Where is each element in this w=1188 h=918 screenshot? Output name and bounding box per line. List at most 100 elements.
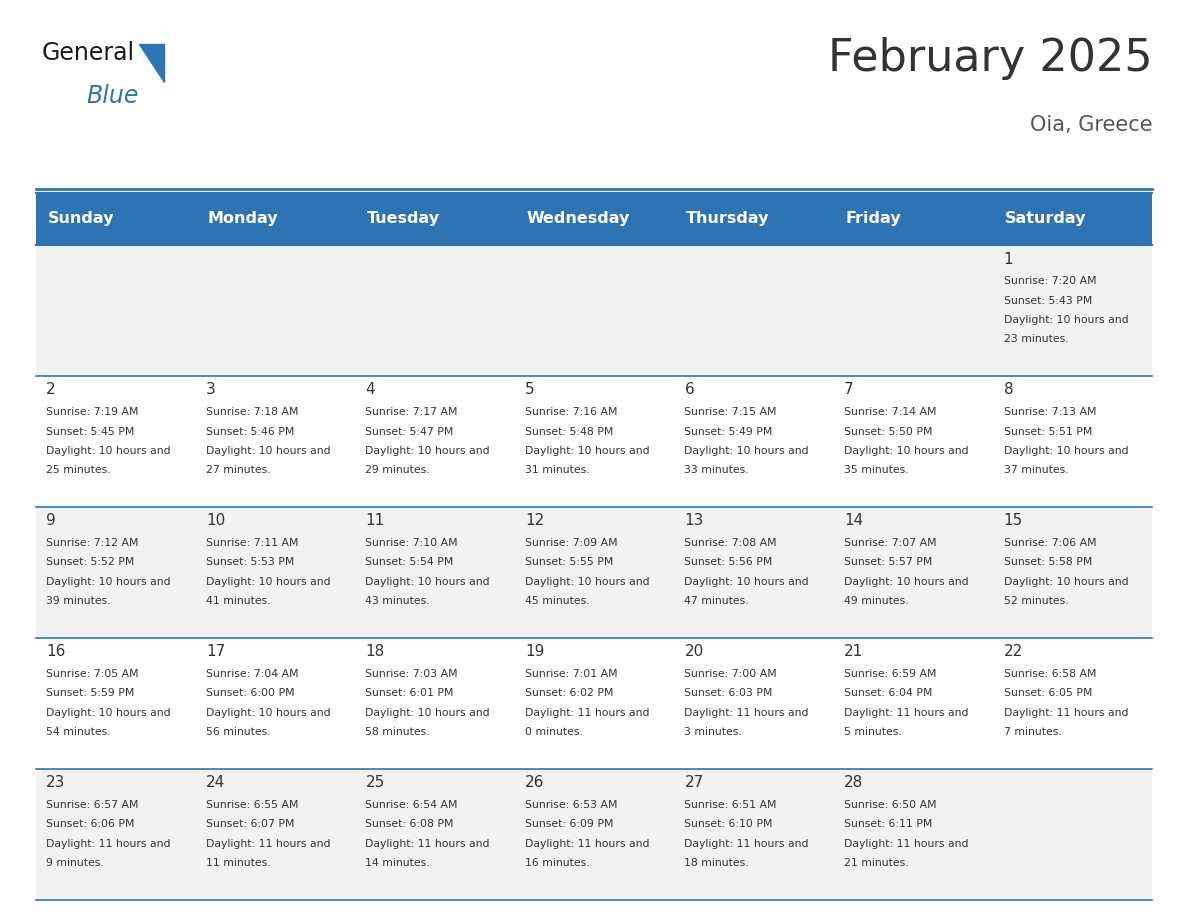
Bar: [36, 638, 1152, 768]
Text: 25: 25: [366, 775, 385, 790]
Text: Wednesday: Wednesday: [526, 211, 630, 227]
Text: Daylight: 11 hours and: Daylight: 11 hours and: [366, 838, 489, 848]
Text: Daylight: 10 hours and: Daylight: 10 hours and: [206, 446, 330, 455]
Text: Sunrise: 7:04 AM: Sunrise: 7:04 AM: [206, 669, 298, 679]
Text: 58 minutes.: 58 minutes.: [366, 727, 430, 737]
Text: Sunset: 5:45 PM: Sunset: 5:45 PM: [46, 427, 134, 436]
Text: Daylight: 11 hours and: Daylight: 11 hours and: [843, 838, 968, 848]
Text: Daylight: 10 hours and: Daylight: 10 hours and: [525, 577, 650, 587]
Text: Sunset: 5:50 PM: Sunset: 5:50 PM: [843, 427, 933, 436]
Text: Sunrise: 7:11 AM: Sunrise: 7:11 AM: [206, 538, 298, 548]
Text: Sunrise: 6:57 AM: Sunrise: 6:57 AM: [46, 800, 139, 810]
Text: Sunset: 5:57 PM: Sunset: 5:57 PM: [843, 557, 933, 567]
Text: 5 minutes.: 5 minutes.: [843, 727, 902, 737]
Text: 3: 3: [206, 383, 215, 397]
Bar: [36, 768, 1152, 900]
Bar: [36, 507, 1152, 638]
Text: 7: 7: [843, 383, 854, 397]
Text: Sunset: 6:04 PM: Sunset: 6:04 PM: [843, 688, 933, 699]
Text: Daylight: 10 hours and: Daylight: 10 hours and: [366, 577, 489, 587]
Text: 20: 20: [684, 644, 703, 659]
Text: Sunrise: 7:14 AM: Sunrise: 7:14 AM: [843, 408, 936, 417]
Text: Sunset: 6:11 PM: Sunset: 6:11 PM: [843, 819, 933, 829]
Text: 4: 4: [366, 383, 375, 397]
Text: 9: 9: [46, 513, 56, 529]
Text: 54 minutes.: 54 minutes.: [46, 727, 110, 737]
Text: Daylight: 10 hours and: Daylight: 10 hours and: [206, 708, 330, 718]
Text: 17: 17: [206, 644, 225, 659]
Text: 52 minutes.: 52 minutes.: [1004, 596, 1068, 606]
Text: Sunset: 5:54 PM: Sunset: 5:54 PM: [366, 557, 454, 567]
Text: 31 minutes.: 31 minutes.: [525, 465, 589, 475]
Text: 13: 13: [684, 513, 703, 529]
Text: Daylight: 10 hours and: Daylight: 10 hours and: [1004, 577, 1129, 587]
Text: 25 minutes.: 25 minutes.: [46, 465, 110, 475]
Text: Sunset: 5:51 PM: Sunset: 5:51 PM: [1004, 427, 1092, 436]
Text: 18: 18: [366, 644, 385, 659]
Text: Sunset: 5:58 PM: Sunset: 5:58 PM: [1004, 557, 1092, 567]
Text: 23 minutes.: 23 minutes.: [1004, 334, 1068, 344]
Text: Sunset: 6:03 PM: Sunset: 6:03 PM: [684, 688, 773, 699]
Text: 6: 6: [684, 383, 694, 397]
Text: 2: 2: [46, 383, 56, 397]
Text: Daylight: 10 hours and: Daylight: 10 hours and: [46, 708, 171, 718]
Text: 56 minutes.: 56 minutes.: [206, 727, 271, 737]
Text: Daylight: 11 hours and: Daylight: 11 hours and: [684, 708, 809, 718]
Text: 11 minutes.: 11 minutes.: [206, 857, 271, 868]
Text: 19: 19: [525, 644, 544, 659]
Text: 29 minutes.: 29 minutes.: [366, 465, 430, 475]
Text: Sunrise: 7:13 AM: Sunrise: 7:13 AM: [1004, 408, 1097, 417]
Text: Tuesday: Tuesday: [367, 211, 440, 227]
Text: 8: 8: [1004, 383, 1013, 397]
Text: Sunrise: 6:50 AM: Sunrise: 6:50 AM: [843, 800, 936, 810]
Text: General: General: [42, 41, 134, 65]
Text: Sunrise: 7:00 AM: Sunrise: 7:00 AM: [684, 669, 777, 679]
Text: 1: 1: [1004, 252, 1013, 266]
Text: Daylight: 11 hours and: Daylight: 11 hours and: [525, 708, 650, 718]
Text: 21: 21: [843, 644, 864, 659]
Text: Sunrise: 7:10 AM: Sunrise: 7:10 AM: [366, 538, 459, 548]
Text: Daylight: 10 hours and: Daylight: 10 hours and: [46, 446, 171, 455]
Text: Daylight: 10 hours and: Daylight: 10 hours and: [843, 577, 968, 587]
Text: 15: 15: [1004, 513, 1023, 529]
Text: 21 minutes.: 21 minutes.: [843, 857, 909, 868]
Text: Sunset: 5:56 PM: Sunset: 5:56 PM: [684, 557, 773, 567]
Text: 16: 16: [46, 644, 65, 659]
Text: Saturday: Saturday: [1005, 211, 1086, 227]
Text: 27: 27: [684, 775, 703, 790]
Text: Oia, Greece: Oia, Greece: [1030, 115, 1152, 135]
Text: Thursday: Thursday: [685, 211, 769, 227]
Text: Sunrise: 7:18 AM: Sunrise: 7:18 AM: [206, 408, 298, 417]
Text: Daylight: 11 hours and: Daylight: 11 hours and: [206, 838, 330, 848]
Text: 7 minutes.: 7 minutes.: [1004, 727, 1061, 737]
Text: Sunset: 6:00 PM: Sunset: 6:00 PM: [206, 688, 295, 699]
Text: Sunset: 5:49 PM: Sunset: 5:49 PM: [684, 427, 773, 436]
Bar: [36, 245, 1152, 376]
Text: Sunrise: 6:55 AM: Sunrise: 6:55 AM: [206, 800, 298, 810]
Text: 47 minutes.: 47 minutes.: [684, 596, 750, 606]
Text: Sunrise: 6:54 AM: Sunrise: 6:54 AM: [366, 800, 457, 810]
Text: Sunset: 5:46 PM: Sunset: 5:46 PM: [206, 427, 295, 436]
Text: Sunset: 6:09 PM: Sunset: 6:09 PM: [525, 819, 613, 829]
Text: 33 minutes.: 33 minutes.: [684, 465, 750, 475]
Text: 11: 11: [366, 513, 385, 529]
Text: Sunset: 6:07 PM: Sunset: 6:07 PM: [206, 819, 295, 829]
Text: 45 minutes.: 45 minutes.: [525, 596, 589, 606]
Text: 5: 5: [525, 383, 535, 397]
Text: Sunset: 5:59 PM: Sunset: 5:59 PM: [46, 688, 134, 699]
Text: Daylight: 10 hours and: Daylight: 10 hours and: [1004, 315, 1129, 325]
Text: 41 minutes.: 41 minutes.: [206, 596, 271, 606]
Text: Sunday: Sunday: [48, 211, 114, 227]
Text: February 2025: February 2025: [828, 37, 1152, 80]
Text: 16 minutes.: 16 minutes.: [525, 857, 589, 868]
Text: 26: 26: [525, 775, 544, 790]
Text: Sunset: 5:53 PM: Sunset: 5:53 PM: [206, 557, 295, 567]
Text: Sunset: 6:06 PM: Sunset: 6:06 PM: [46, 819, 134, 829]
Text: Monday: Monday: [207, 211, 278, 227]
Text: Blue: Blue: [87, 84, 139, 107]
Text: Daylight: 10 hours and: Daylight: 10 hours and: [366, 708, 489, 718]
Text: Daylight: 11 hours and: Daylight: 11 hours and: [525, 838, 650, 848]
Text: 14: 14: [843, 513, 864, 529]
Text: Sunset: 5:48 PM: Sunset: 5:48 PM: [525, 427, 613, 436]
Text: Sunrise: 7:07 AM: Sunrise: 7:07 AM: [843, 538, 936, 548]
